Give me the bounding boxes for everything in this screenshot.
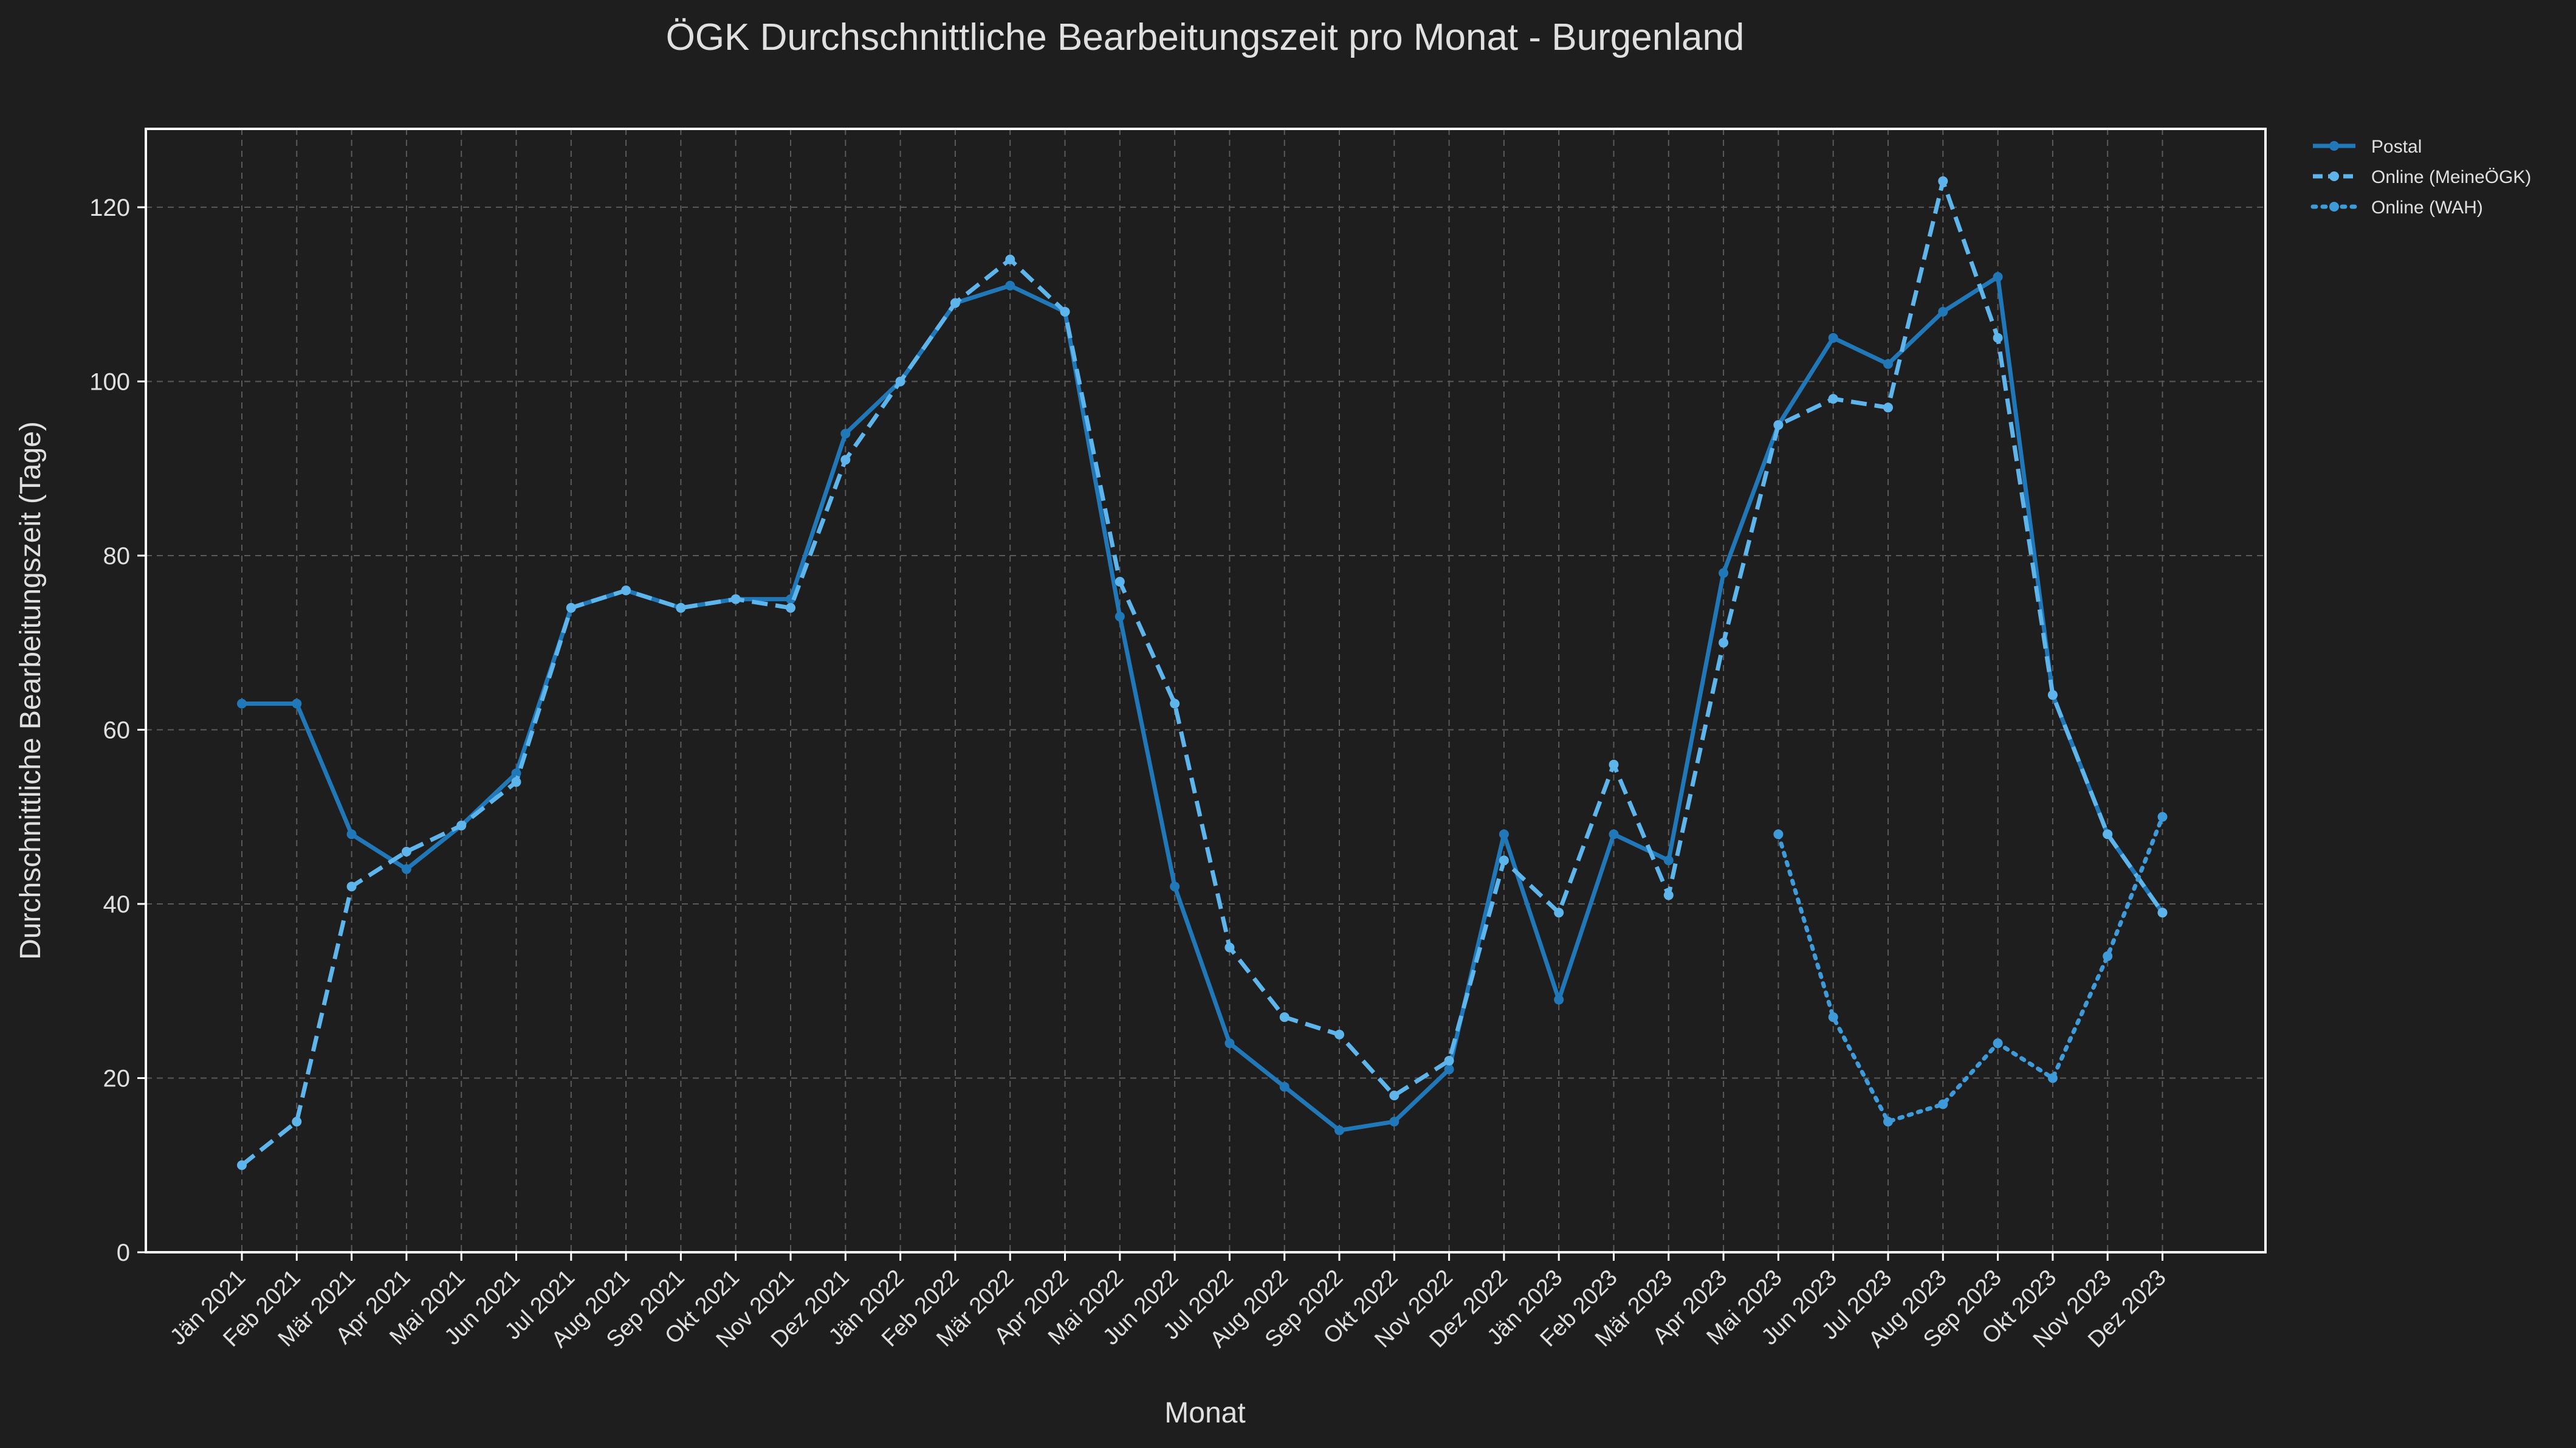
legend-marker <box>2329 202 2339 212</box>
data-point <box>566 602 576 613</box>
data-point <box>1609 829 1619 839</box>
data-point <box>1060 306 1070 317</box>
data-point <box>1828 1012 1838 1022</box>
data-point <box>2103 951 2113 961</box>
data-point <box>1883 1117 1893 1127</box>
data-point <box>456 821 467 831</box>
data-point <box>292 1117 302 1127</box>
y-tick-label: 100 <box>89 368 130 395</box>
y-tick-label: 60 <box>103 717 131 743</box>
data-point <box>1883 359 1893 369</box>
data-point <box>950 298 960 308</box>
data-point <box>1499 855 1509 866</box>
data-point <box>895 376 905 387</box>
y-tick-label: 120 <box>89 195 130 221</box>
data-point <box>2157 908 2168 918</box>
data-point <box>1389 1117 1400 1127</box>
legend-marker <box>2329 141 2339 151</box>
y-tick-label: 80 <box>103 543 131 570</box>
data-point <box>1170 698 1180 709</box>
data-point <box>1828 333 1838 343</box>
data-point <box>237 1160 247 1170</box>
data-point <box>1663 890 1674 900</box>
plot-frame <box>145 128 2267 1253</box>
y-tick-label: 0 <box>117 1239 130 1266</box>
legend-marker <box>2329 171 2339 181</box>
data-point <box>1719 568 1729 578</box>
data-point <box>1663 855 1674 866</box>
series-line <box>242 275 2165 1133</box>
y-axis: 0 20 40 60 80 100 120 <box>89 195 146 1266</box>
data-point <box>401 847 411 857</box>
data-point <box>1719 638 1729 648</box>
data-point <box>511 768 521 779</box>
grid <box>146 129 2265 1252</box>
data-point <box>1279 1081 1290 1092</box>
data-point <box>292 698 302 709</box>
data-point <box>1609 759 1619 770</box>
data-point <box>346 881 357 892</box>
data-point <box>1444 1064 1454 1075</box>
data-point <box>1005 280 1015 291</box>
data-point <box>1224 1038 1235 1049</box>
data-point <box>786 602 795 613</box>
data-point <box>2047 690 2058 700</box>
data-point <box>676 602 686 613</box>
data-point <box>511 777 521 787</box>
data-point <box>1773 829 1784 839</box>
data-point <box>1115 576 1125 587</box>
data-point <box>1224 942 1235 953</box>
data-point <box>1279 1012 1290 1022</box>
data-point <box>2047 1073 2058 1083</box>
series-line <box>240 179 2165 1167</box>
data-point <box>1170 881 1180 892</box>
data-point <box>1499 829 1509 839</box>
data-point <box>1883 402 1893 413</box>
data-point <box>2103 829 2113 839</box>
series-line <box>1776 815 2165 1124</box>
series-group <box>237 176 2168 1170</box>
data-point <box>1444 1055 1454 1066</box>
x-axis-label: Monat <box>1164 1397 1245 1429</box>
chart-title: ÖGK Durchschnittliche Bearbeitungszeit p… <box>666 16 1745 58</box>
y-tick-label: 40 <box>103 891 131 918</box>
data-point <box>2157 812 2168 822</box>
data-point <box>1938 176 1948 186</box>
data-point <box>1005 254 1015 264</box>
legend-label: Online (WAH) <box>2371 198 2483 218</box>
data-point <box>621 585 631 596</box>
data-point <box>1773 420 1784 430</box>
data-point <box>1828 394 1838 404</box>
data-point <box>1334 1029 1344 1039</box>
y-tick-label: 20 <box>103 1065 131 1092</box>
data-point <box>730 594 741 604</box>
data-point <box>1554 995 1564 1005</box>
legend-label: Online (MeineÖGK) <box>2371 167 2531 187</box>
data-point <box>1993 1038 2003 1049</box>
legend: Postal Online (MeineÖGK) Online (WAH) <box>2310 137 2531 218</box>
data-point <box>840 429 851 439</box>
data-point <box>1554 908 1564 918</box>
legend-label: Postal <box>2371 137 2422 157</box>
data-point <box>840 455 851 465</box>
y-axis-label: Durchschnittliche Bearbeitungszeit (Tage… <box>15 421 47 960</box>
data-point <box>346 829 357 839</box>
data-point <box>401 864 411 874</box>
data-point <box>1993 272 2003 282</box>
data-point <box>1115 612 1125 622</box>
data-point <box>1334 1125 1344 1136</box>
data-point <box>1938 306 1948 317</box>
data-point <box>1938 1099 1948 1109</box>
data-point <box>1389 1091 1400 1101</box>
data-point <box>237 698 247 709</box>
data-point <box>1993 333 2003 343</box>
